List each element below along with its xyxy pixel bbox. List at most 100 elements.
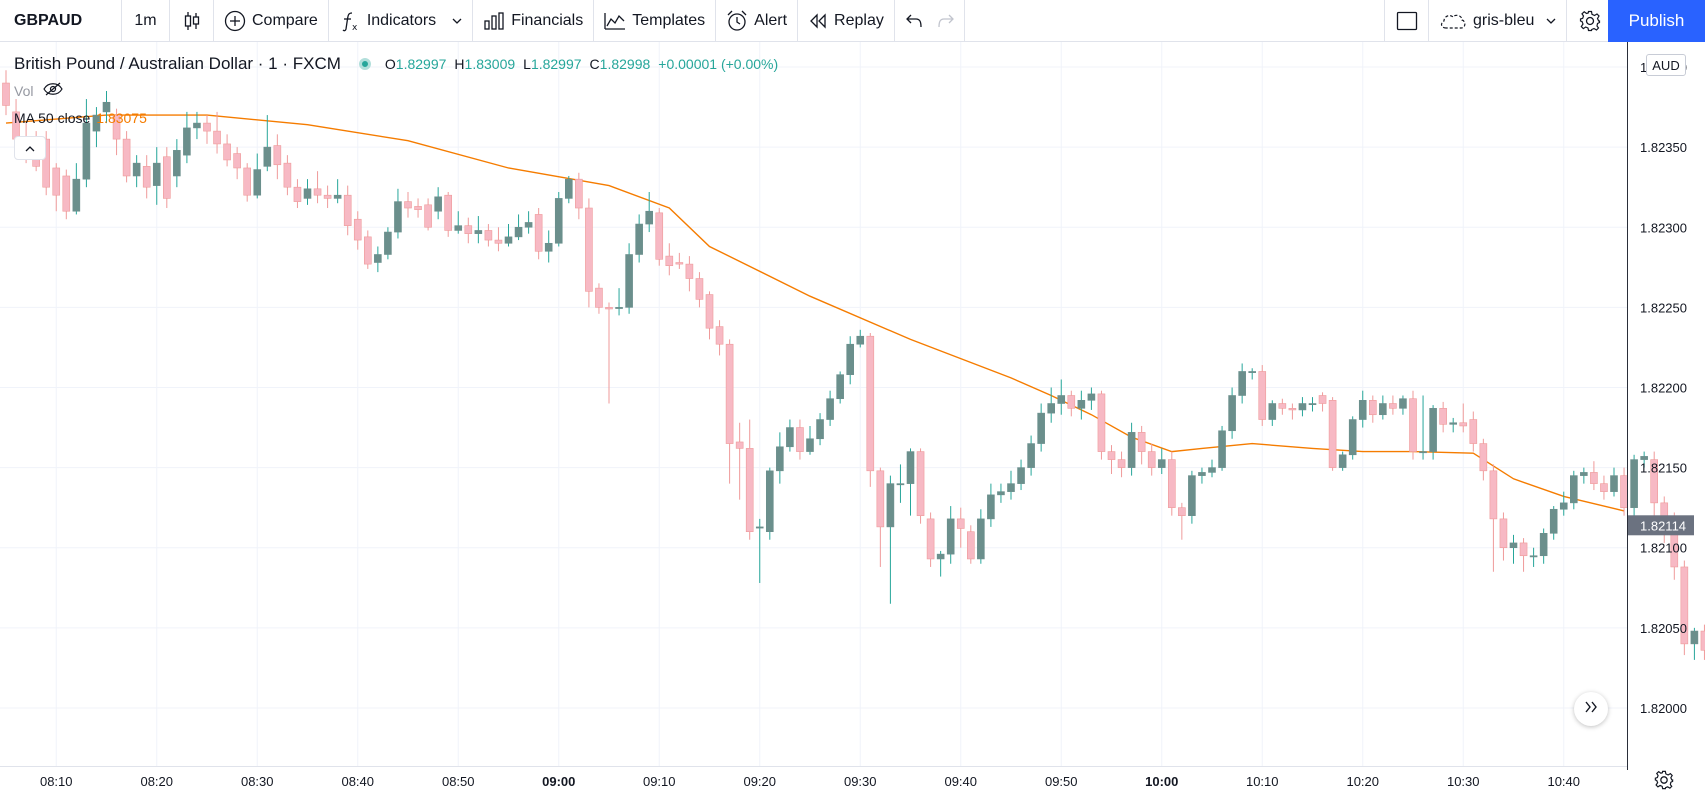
candle[interactable] <box>1007 470 1015 500</box>
candle[interactable] <box>705 291 714 340</box>
replay-button[interactable]: Replay <box>798 0 895 42</box>
candle[interactable] <box>1328 397 1337 471</box>
candle[interactable] <box>645 191 654 233</box>
candle[interactable] <box>1027 435 1035 476</box>
candle[interactable] <box>42 131 51 196</box>
candle[interactable] <box>514 214 523 241</box>
candle[interactable] <box>52 163 61 212</box>
candle[interactable] <box>1509 534 1518 564</box>
candle[interactable] <box>1429 405 1437 460</box>
candle[interactable] <box>936 550 945 577</box>
templates-button[interactable]: Templates <box>594 0 717 42</box>
candle[interactable] <box>1097 390 1106 460</box>
candle[interactable] <box>434 187 442 220</box>
candle[interactable] <box>504 224 513 247</box>
candle[interactable] <box>82 99 91 188</box>
alert-button[interactable]: Alert <box>716 0 799 42</box>
candle[interactable] <box>1610 467 1618 497</box>
candle[interactable] <box>1258 365 1267 426</box>
candle[interactable] <box>92 107 101 148</box>
candle[interactable] <box>595 283 603 314</box>
candle[interactable] <box>1238 363 1246 404</box>
candle[interactable] <box>1640 451 1648 468</box>
candle[interactable] <box>122 131 131 183</box>
candle[interactable] <box>1459 403 1468 433</box>
candle[interactable] <box>1570 470 1578 510</box>
candle[interactable] <box>524 211 533 234</box>
candle[interactable] <box>906 448 915 516</box>
candle[interactable] <box>997 483 1005 503</box>
candle[interactable] <box>1479 438 1488 481</box>
candle[interactable] <box>846 336 855 385</box>
candle[interactable] <box>1399 395 1407 415</box>
candle[interactable] <box>303 179 312 205</box>
candle[interactable] <box>866 333 875 487</box>
scroll-to-realtime-button[interactable] <box>1574 692 1608 726</box>
candle[interactable] <box>424 198 432 231</box>
candle[interactable] <box>826 390 834 426</box>
candle[interactable] <box>1559 491 1568 516</box>
candle[interactable] <box>554 191 563 247</box>
candle[interactable] <box>353 211 362 250</box>
candle[interactable] <box>695 272 704 308</box>
candle[interactable] <box>1117 451 1126 478</box>
candle[interactable] <box>1057 379 1066 415</box>
candle[interactable] <box>987 483 995 527</box>
candle[interactable] <box>1580 467 1588 484</box>
candle[interactable] <box>1147 443 1156 476</box>
candle[interactable] <box>836 371 844 404</box>
candle[interactable] <box>183 111 191 164</box>
candle[interactable] <box>414 198 422 218</box>
candle[interactable] <box>374 246 382 273</box>
redo-icon[interactable] <box>937 14 955 28</box>
fullscreen-layout-button[interactable] <box>1385 0 1429 42</box>
eye-crossed-icon[interactable] <box>43 82 64 99</box>
candle[interactable] <box>464 217 473 244</box>
candle[interactable] <box>243 163 251 202</box>
candle[interactable] <box>1358 390 1367 428</box>
candle[interactable] <box>776 432 784 484</box>
candle[interactable] <box>494 227 503 252</box>
candle[interactable] <box>1127 422 1136 476</box>
candle[interactable] <box>1198 467 1206 484</box>
candle[interactable] <box>1549 506 1558 540</box>
currency-badge[interactable]: AUD <box>1646 54 1686 76</box>
axis-settings-button[interactable] <box>1654 770 1674 795</box>
candle[interactable] <box>1107 445 1116 475</box>
candle[interactable] <box>635 214 643 263</box>
candle[interactable] <box>1389 395 1397 415</box>
candle[interactable] <box>886 475 895 604</box>
candle[interactable] <box>1067 390 1076 417</box>
candle[interactable] <box>1379 395 1387 420</box>
candle[interactable] <box>725 339 734 484</box>
candle[interactable] <box>1188 470 1196 524</box>
candle[interactable] <box>956 507 965 548</box>
candle[interactable] <box>102 91 111 124</box>
candle[interactable] <box>916 448 925 524</box>
candle[interactable] <box>293 179 302 209</box>
candle[interactable] <box>1157 448 1166 475</box>
indicators-button[interactable]: x Indicators <box>329 0 474 42</box>
undo-icon[interactable] <box>905 14 923 28</box>
candle[interactable] <box>946 506 955 564</box>
candle[interactable] <box>575 172 583 220</box>
candle[interactable] <box>444 191 453 237</box>
candle[interactable] <box>1268 400 1277 426</box>
candle[interactable] <box>786 419 794 452</box>
candle[interactable] <box>132 155 141 188</box>
candle[interactable] <box>1650 451 1658 516</box>
candle[interactable] <box>1218 425 1226 471</box>
candle[interactable] <box>1298 397 1307 417</box>
candle[interactable] <box>283 155 292 196</box>
candle[interactable] <box>263 115 272 172</box>
symbol-search-button[interactable]: GBPAUD <box>0 0 122 42</box>
candle[interactable] <box>1489 464 1498 572</box>
candle[interactable] <box>152 147 161 205</box>
candle[interactable] <box>203 115 211 144</box>
candle[interactable] <box>1348 416 1357 460</box>
candle[interactable] <box>1278 398 1287 415</box>
candle[interactable] <box>384 227 392 260</box>
publish-button[interactable]: Publish <box>1608 0 1705 42</box>
candle[interactable] <box>1439 401 1447 433</box>
candle[interactable] <box>1449 417 1457 433</box>
